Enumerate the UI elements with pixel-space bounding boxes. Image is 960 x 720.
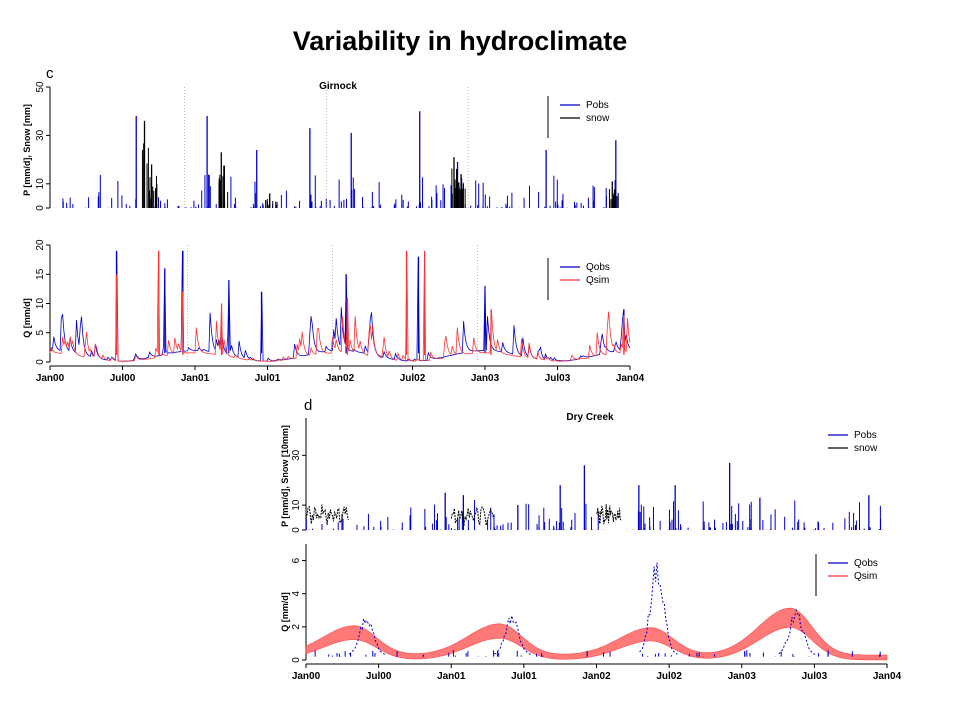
girnock-figure: c Girnock P [mm/d], Snow [mm] Q [mm/d] 0… (22, 65, 645, 384)
x-tick-label: Jul03 (545, 373, 571, 384)
discharge-qobs (50, 250, 631, 362)
y-tick-label: 0 (291, 527, 302, 533)
x-tick-label: Jul00 (366, 671, 392, 682)
legend-entry-snow: snow (854, 443, 878, 454)
panel-title-dry-creek: Dry Creek (566, 412, 614, 423)
legend-entry-qsim: Qsim (586, 275, 609, 286)
discharge-panel-girnock: 0 5 10 15 20 Jan00 Jul00 Jan01 Jul01 Jan02 Jul02 Ja… (35, 239, 645, 384)
x-tick-label: Jul00 (110, 373, 136, 384)
y-tick-label: 0 (291, 657, 302, 663)
y-tick-label: 50 (35, 81, 46, 93)
x-tick-label: Jan03 (471, 373, 500, 384)
drycreek-figure: d Dry Creek P [mm/d], Snow [10mm] Q [mm/… (280, 397, 902, 682)
panel-title-girnock: Girnock (319, 81, 357, 92)
x-tick-label: Jan02 (326, 373, 355, 384)
snow-line (305, 504, 349, 525)
x-tick-label: Jan00 (292, 671, 321, 682)
y-tick-label: 30 (35, 129, 46, 141)
precip-panel-dry-creek: 0 10 30 Pobs snow (291, 418, 882, 533)
discharge-band-qsim (305, 607, 888, 661)
x-tick-label: Jul01 (511, 671, 537, 682)
x-tick-label: Jul02 (656, 671, 682, 682)
x-tick-label: Jan04 (616, 373, 645, 384)
y-tick-label: 5 (35, 330, 46, 336)
panel-label-d: d (304, 397, 312, 414)
y-axis-label-q-d: Q [mm/d] (280, 592, 290, 632)
x-tick-label: Jan00 (36, 373, 65, 384)
y-tick-label: 6 (291, 557, 302, 563)
y-tick-label: 30 (291, 449, 302, 461)
legend-entry-qobs: Qobs (854, 558, 878, 569)
panel-label-c: c (46, 65, 54, 82)
precip-panel-girnock: 0 10 30 50 Pobs snow (35, 81, 619, 211)
x-tick-label: Jul02 (400, 373, 426, 384)
y-tick-label: 15 (35, 268, 46, 280)
x-tick-label: Jul01 (255, 373, 281, 384)
y-tick-label: 4 (291, 590, 302, 596)
legend-entry-qobs: Qobs (586, 262, 610, 273)
x-tick-label: Jan01 (437, 671, 466, 682)
x-tick-label: Jul03 (802, 671, 828, 682)
legend-entry-qsim: Qsim (854, 571, 877, 582)
discharge-qsim (49, 250, 631, 362)
x-tick-label: Jan03 (728, 671, 757, 682)
y-tick-label: 20 (35, 239, 46, 251)
snow-line (450, 506, 495, 527)
discharge-qobs (494, 615, 533, 656)
x-tick-label: Jan04 (873, 671, 902, 682)
legend-entry-snow: snow (586, 113, 610, 124)
x-tick-label: Jan01 (181, 373, 210, 384)
y-axis-label-q-c: Q [mm/d] (22, 298, 32, 338)
y-tick-label: 2 (291, 624, 302, 630)
x-tick-label: Jan02 (582, 671, 611, 682)
y-tick-label: 10 (35, 178, 46, 190)
y-tick-label: 10 (291, 499, 302, 511)
y-axis-label-precip-d: P [mm/d], Snow [10mm] (280, 425, 290, 527)
legend-entry-pobs: Pobs (854, 430, 877, 441)
discharge-qobs (778, 608, 817, 656)
discharge-panel-dry-creek: 0 2 4 6 Jan00 Jul00 Jan01 Jul01 Jan02 Jul02 Jan03 J… (291, 544, 902, 682)
discharge-qobs (639, 562, 678, 655)
y-tick-label: 10 (35, 298, 46, 310)
legend-entry-pobs: Pobs (586, 100, 609, 111)
y-tick-label: 0 (35, 359, 46, 365)
y-axis-label-precip-c: P [mm/d], Snow [mm] (22, 104, 32, 196)
snow-line (596, 504, 622, 526)
discharge-qobs (348, 618, 387, 656)
y-tick-label: 0 (35, 205, 46, 211)
slide-title: Variability in hydroclimate (292, 26, 628, 56)
